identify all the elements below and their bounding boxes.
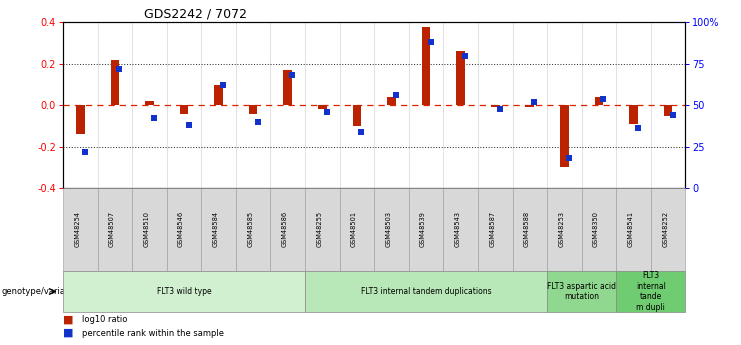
- Point: [563, 156, 575, 161]
- Text: GSM48539: GSM48539: [420, 211, 426, 247]
- Bar: [491, 105, 499, 107]
- Bar: [387, 97, 396, 105]
- Point: [113, 66, 125, 71]
- Text: GSM48501: GSM48501: [351, 211, 357, 247]
- Text: FLT3
internal
tande
m dupli: FLT3 internal tande m dupli: [636, 272, 665, 312]
- Point: [632, 126, 644, 131]
- Text: GSM48255: GSM48255: [316, 211, 322, 247]
- Point: [459, 53, 471, 58]
- Point: [321, 109, 333, 115]
- Bar: [456, 51, 465, 105]
- Text: GSM48510: GSM48510: [144, 211, 150, 247]
- Text: GSM48586: GSM48586: [282, 211, 288, 247]
- Text: ■: ■: [63, 328, 73, 338]
- Point: [425, 40, 436, 45]
- Point: [356, 129, 368, 135]
- Point: [494, 106, 505, 111]
- Bar: [422, 27, 431, 105]
- Text: GSM48254: GSM48254: [74, 211, 80, 247]
- Text: GSM48546: GSM48546: [178, 211, 184, 247]
- Bar: [145, 101, 154, 105]
- Text: GSM48584: GSM48584: [213, 211, 219, 247]
- Text: genotype/variation: genotype/variation: [1, 287, 82, 296]
- Bar: [110, 60, 119, 105]
- Bar: [594, 97, 603, 105]
- Text: GSM48541: GSM48541: [628, 211, 634, 247]
- Point: [597, 96, 609, 101]
- Text: GDS2242 / 7072: GDS2242 / 7072: [144, 8, 247, 21]
- Text: GSM48350: GSM48350: [593, 211, 599, 247]
- Text: GSM48507: GSM48507: [109, 211, 115, 247]
- Text: GSM48587: GSM48587: [489, 211, 495, 247]
- Text: FLT3 aspartic acid
mutation: FLT3 aspartic acid mutation: [547, 282, 617, 301]
- Point: [148, 116, 160, 121]
- Bar: [318, 105, 327, 109]
- Text: FLT3 wild type: FLT3 wild type: [156, 287, 211, 296]
- Text: GSM48543: GSM48543: [455, 211, 461, 247]
- Text: GSM48252: GSM48252: [662, 211, 668, 247]
- Point: [217, 82, 229, 88]
- Bar: [664, 105, 673, 116]
- Point: [667, 112, 679, 118]
- Text: GSM48503: GSM48503: [385, 211, 391, 247]
- Bar: [283, 70, 292, 105]
- Bar: [525, 105, 534, 107]
- Bar: [249, 105, 258, 114]
- Point: [182, 122, 194, 128]
- Bar: [179, 105, 188, 114]
- Text: FLT3 internal tandem duplications: FLT3 internal tandem duplications: [361, 287, 491, 296]
- Text: GSM48253: GSM48253: [559, 211, 565, 247]
- Point: [390, 92, 402, 98]
- Text: log10 ratio: log10 ratio: [82, 315, 127, 324]
- Text: ■: ■: [63, 314, 73, 324]
- Text: GSM48585: GSM48585: [247, 211, 253, 247]
- Bar: [214, 85, 223, 105]
- Point: [79, 149, 90, 154]
- Point: [528, 99, 540, 105]
- Bar: [629, 105, 638, 124]
- Bar: [353, 105, 361, 126]
- Text: percentile rank within the sample: percentile rank within the sample: [82, 329, 224, 338]
- Bar: [76, 105, 84, 134]
- Point: [252, 119, 264, 125]
- Bar: [560, 105, 569, 167]
- Point: [286, 73, 298, 78]
- Text: GSM48588: GSM48588: [524, 211, 530, 247]
